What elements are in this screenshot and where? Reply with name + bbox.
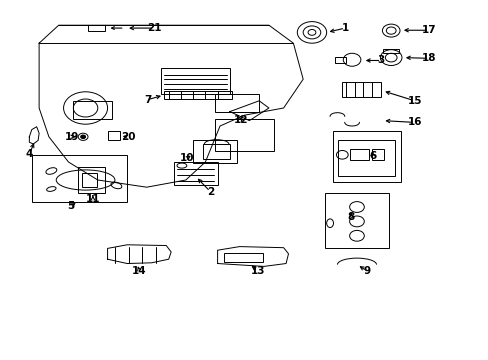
Text: 7: 7 <box>143 95 151 105</box>
Bar <box>163 91 232 99</box>
Text: 18: 18 <box>421 53 436 63</box>
Bar <box>203 144 229 159</box>
Text: 2: 2 <box>206 186 213 197</box>
Text: 9: 9 <box>363 266 369 276</box>
Polygon shape <box>107 245 171 264</box>
Text: 10: 10 <box>179 153 194 163</box>
Bar <box>349 149 368 160</box>
Bar <box>32 155 127 202</box>
Text: 4: 4 <box>25 149 33 159</box>
Bar <box>342 82 381 97</box>
Bar <box>335 57 346 63</box>
Text: 5: 5 <box>67 201 74 211</box>
Bar <box>173 162 217 185</box>
Text: 12: 12 <box>233 114 247 125</box>
Text: 8: 8 <box>347 212 354 222</box>
Text: 21: 21 <box>146 23 161 33</box>
Bar <box>338 140 394 176</box>
Bar <box>78 167 105 193</box>
Text: 19: 19 <box>65 132 80 142</box>
Bar <box>332 131 400 182</box>
Text: 13: 13 <box>250 266 264 276</box>
Text: 17: 17 <box>421 25 436 35</box>
Bar <box>215 119 273 151</box>
Text: 15: 15 <box>407 96 421 106</box>
Text: 1: 1 <box>341 23 348 33</box>
Text: 11: 11 <box>85 194 100 204</box>
Bar <box>325 193 388 248</box>
Bar <box>193 140 237 163</box>
Bar <box>371 149 383 160</box>
Text: 3: 3 <box>377 55 384 66</box>
Bar <box>88 25 105 31</box>
Text: 14: 14 <box>132 266 146 276</box>
Text: 6: 6 <box>368 151 375 161</box>
Circle shape <box>81 135 85 139</box>
Text: 16: 16 <box>407 117 421 127</box>
Bar <box>73 101 112 119</box>
Bar <box>161 68 229 94</box>
Text: 20: 20 <box>121 132 136 142</box>
Bar <box>107 131 120 140</box>
Bar <box>215 94 259 112</box>
Bar <box>82 173 97 187</box>
Bar <box>383 49 398 53</box>
Bar <box>224 253 263 262</box>
Polygon shape <box>217 247 288 266</box>
